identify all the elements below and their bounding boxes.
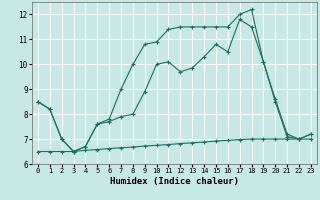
- X-axis label: Humidex (Indice chaleur): Humidex (Indice chaleur): [110, 177, 239, 186]
